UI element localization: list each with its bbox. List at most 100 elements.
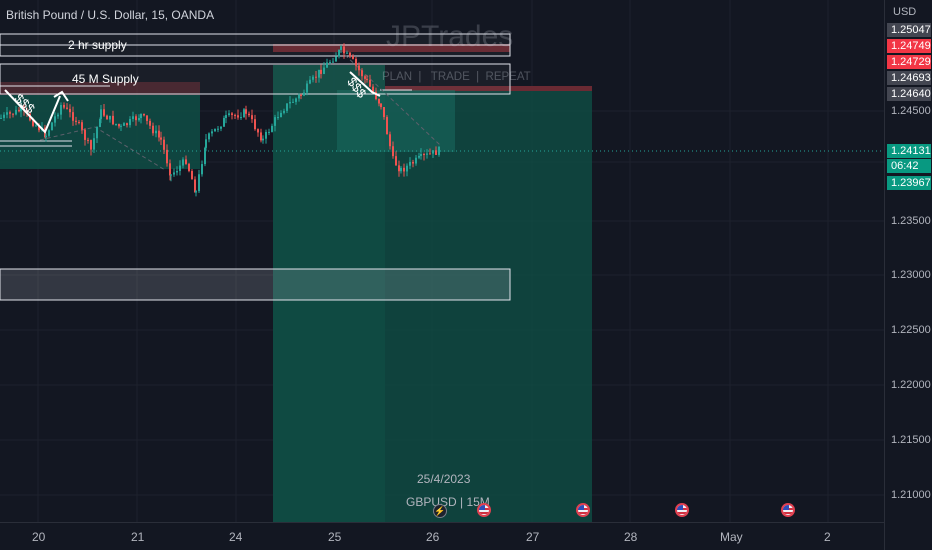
- candle-body: [340, 46, 342, 50]
- candle-body: [54, 116, 56, 123]
- candle-body: [38, 125, 40, 131]
- supply-2hr-label[interactable]: 2 hr supply: [68, 38, 127, 52]
- candle-body: [262, 138, 264, 141]
- supply-box-45m[interactable]: [0, 63, 511, 95]
- price-badge: 1.24693: [887, 71, 931, 85]
- demand-box-lower[interactable]: [0, 268, 511, 301]
- candle-body: [426, 153, 428, 155]
- us-flag-event-icon[interactable]: [781, 503, 795, 517]
- candle-body: [343, 46, 345, 54]
- candle-body: [103, 109, 105, 116]
- candle-body: [315, 76, 317, 78]
- time-label: 26: [426, 530, 440, 544]
- currency-label[interactable]: USD: [893, 6, 917, 18]
- us-flag-event-icon[interactable]: [576, 503, 590, 517]
- candle-body: [435, 150, 437, 155]
- symbol-title[interactable]: British Pound / U.S. Dollar, 15, OANDA: [6, 8, 215, 22]
- price-badge: 1.24640: [887, 87, 931, 101]
- candle-body: [418, 155, 420, 158]
- candle-body: [214, 128, 216, 132]
- candle-body: [169, 163, 171, 176]
- candle-body: [280, 112, 282, 118]
- candle-body: [3, 114, 5, 118]
- candle-body: [228, 113, 230, 116]
- lightning-event-icon[interactable]: ⚡: [433, 504, 447, 518]
- candle-body: [318, 69, 320, 78]
- candle-body: [120, 125, 122, 127]
- price-label: 1.22000: [891, 379, 931, 391]
- us-flag-event-icon[interactable]: [675, 503, 689, 517]
- candle-body: [20, 106, 22, 112]
- candle-body: [84, 129, 86, 140]
- candle-body: [295, 98, 297, 102]
- chart-pane[interactable]: British Pound / U.S. Dollar, 15, OANDA J…: [0, 0, 884, 522]
- candle-body: [208, 133, 210, 140]
- candle-body: [90, 140, 92, 150]
- candle-body: [286, 103, 288, 111]
- candle-body: [231, 113, 233, 115]
- watermark-brand: JPTrades: [386, 20, 514, 53]
- candle-body: [306, 83, 308, 93]
- candle-body: [300, 94, 302, 96]
- time-axis[interactable]: 20 21 24 25 26 27 28 May 2: [0, 522, 884, 550]
- candle-body: [420, 154, 422, 156]
- candle-body: [191, 171, 193, 180]
- candle-body: [383, 107, 385, 118]
- candle-body: [9, 112, 11, 114]
- time-label: 20: [32, 530, 46, 544]
- time-label: 27: [526, 530, 540, 544]
- candle-body: [166, 149, 168, 164]
- candle-body: [163, 139, 165, 150]
- candle-body: [155, 130, 157, 134]
- candle-body: [438, 146, 440, 155]
- liquidity-arrow-left-head: [53, 90, 69, 102]
- candle-body: [386, 117, 388, 135]
- candle-body: [132, 116, 134, 120]
- candle-body: [323, 67, 325, 74]
- symbol-timeframe-annotation[interactable]: GBPUSD | 15M: [406, 495, 490, 509]
- candlestick-chart[interactable]: [0, 0, 884, 522]
- date-annotation[interactable]: 25/4/2023: [417, 472, 471, 486]
- candle-body: [403, 167, 405, 172]
- long-position-zone-right[interactable]: [385, 90, 592, 522]
- candle-body: [289, 102, 291, 104]
- candle-body: [380, 103, 382, 108]
- candle-body: [303, 92, 305, 96]
- candle-body: [372, 86, 374, 92]
- candle-body: [173, 172, 175, 175]
- candle-body: [320, 69, 322, 74]
- candle-body: [415, 157, 417, 164]
- candle-body: [99, 118, 101, 127]
- supply-45m-label[interactable]: 45 M Supply: [72, 72, 139, 86]
- candle-body: [0, 117, 2, 119]
- candle-body: [283, 110, 285, 113]
- candle-body: [205, 139, 207, 148]
- candle-body: [361, 70, 363, 77]
- us-flag-event-icon[interactable]: [477, 503, 491, 517]
- candle-body: [398, 165, 400, 172]
- candle-body: [194, 179, 196, 193]
- candle-body: [298, 94, 300, 99]
- candle-body: [158, 130, 160, 138]
- price-label: 1.23000: [891, 269, 931, 281]
- candle-body: [237, 115, 239, 118]
- candle-body: [176, 171, 178, 173]
- candle-body: [225, 115, 227, 118]
- time-label: 21: [131, 530, 145, 544]
- price-axis[interactable]: USD 1.24500 1.23500 1.23000 1.22500 1.22…: [884, 0, 932, 550]
- price-label: 1.21500: [891, 434, 931, 446]
- candle-body: [329, 62, 331, 64]
- sell-zone-top: [273, 44, 510, 52]
- candle-body: [140, 113, 142, 119]
- candle-body: [375, 91, 377, 100]
- candle-body: [60, 104, 62, 115]
- candle-body: [6, 112, 8, 115]
- candle-body: [254, 119, 256, 130]
- price-label: 1.24500: [891, 105, 931, 117]
- current-price-badge: 1.24131: [887, 144, 931, 158]
- candle-body: [412, 161, 414, 164]
- candle-body: [135, 116, 137, 121]
- candle-body: [395, 156, 397, 166]
- candle-body: [123, 123, 125, 126]
- candle-body: [271, 125, 273, 132]
